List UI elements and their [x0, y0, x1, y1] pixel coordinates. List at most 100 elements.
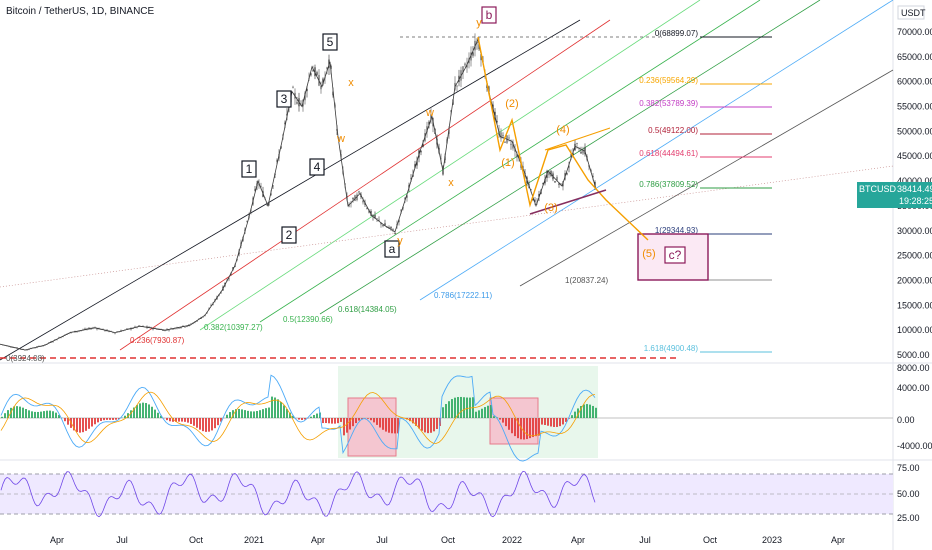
candle-body — [550, 170, 552, 176]
candle-body — [472, 52, 474, 56]
candle-body — [266, 204, 268, 206]
price-tick-label: 25000.00 — [897, 251, 932, 261]
wave-label: (2) — [505, 98, 518, 110]
macd-bar — [352, 418, 354, 427]
candle-body — [426, 126, 428, 133]
macd-bar — [145, 403, 147, 418]
macd-bar — [40, 411, 42, 418]
macd-bar — [436, 418, 438, 429]
candle-body — [118, 331, 120, 333]
candle-body — [210, 305, 212, 306]
macd-bar — [310, 416, 312, 418]
candle-body — [314, 67, 316, 77]
channel-0382 — [199, 0, 701, 331]
candle-body — [556, 176, 558, 181]
macd-bar — [181, 418, 183, 422]
macd-bar — [4, 413, 6, 418]
macd-bar — [460, 396, 462, 418]
macd-bar — [586, 404, 588, 418]
macd-tick-label: -4000.00 — [897, 441, 932, 451]
price-tick-label: 15000.00 — [897, 300, 932, 310]
fib-level-label: 0.5(49122.00) — [648, 126, 698, 135]
macd-bar — [253, 411, 255, 418]
wave-label-box — [664, 246, 686, 264]
candle-body — [352, 197, 354, 200]
time-axis[interactable]: Apr Jul Oct 2021 Apr Jul Oct 2022 Apr Jul Oct 2023 A… — [50, 535, 845, 545]
candle-body — [268, 203, 270, 205]
macd-bar — [115, 418, 117, 420]
macd-bar — [157, 412, 159, 418]
candle-body — [496, 121, 498, 123]
candle-body — [532, 199, 534, 201]
macd-bar — [397, 418, 399, 434]
currency-badge[interactable]: USDT — [897, 5, 926, 20]
candle-body — [538, 194, 540, 197]
candle-body — [416, 160, 418, 166]
macd-bar — [196, 418, 198, 428]
candle-body — [182, 325, 184, 327]
candle-body — [326, 67, 328, 69]
candle-body — [62, 336, 64, 337]
price-tick-label: 45000.00 — [897, 151, 932, 161]
candle-body — [544, 178, 546, 184]
macd-bar — [136, 405, 138, 418]
wave-label: (4) — [556, 124, 569, 136]
macd-bar — [262, 409, 264, 418]
macd-bar — [409, 418, 411, 422]
wave-label: 3 — [281, 92, 288, 106]
macd-bar — [547, 418, 549, 426]
macd-bar — [304, 418, 306, 420]
macd-bar — [370, 418, 372, 421]
macd-bar — [124, 415, 126, 418]
candle-body — [568, 166, 570, 168]
macd-bar — [211, 418, 213, 431]
candle-body — [134, 326, 136, 328]
candle-body — [28, 349, 30, 350]
candle-body — [196, 320, 198, 322]
wave-label: (5) — [642, 248, 655, 260]
candle-body — [440, 158, 442, 160]
candle-body — [504, 142, 506, 143]
macd-bar — [229, 412, 231, 418]
rsi-axis[interactable]: 75.00 50.00 25.00 — [897, 463, 920, 523]
macd-line — [0, 374, 596, 462]
macd-bar — [559, 418, 561, 427]
wave-label: y — [476, 17, 482, 29]
channel-level-label: 1(20837.24) — [565, 276, 608, 285]
macd-bar — [529, 418, 531, 439]
macd-bar — [451, 399, 453, 418]
macd-bar — [109, 418, 111, 420]
candle-body — [576, 142, 578, 144]
macd-bar — [64, 418, 66, 422]
fib-levels: 0(68899.07) 0.236(59564.29) 0.382(53789.39… — [639, 29, 772, 353]
candle-body — [138, 325, 140, 327]
channel-level-label: 0.5(12390.66) — [283, 315, 333, 324]
candle-body — [26, 349, 28, 351]
candle-body — [382, 225, 384, 226]
macd-bar — [166, 418, 168, 421]
macd-bar — [322, 418, 324, 424]
macd-bar — [298, 418, 300, 420]
candle-body — [566, 173, 568, 175]
wave-labels: 1 2 3 4 5 a b c? x w y w x y (1) (2) (3) (4) (5) — [241, 6, 686, 264]
candle-body — [284, 122, 286, 125]
time-tick-label: 2023 — [762, 535, 782, 545]
macd-bar — [112, 418, 114, 420]
wave-label: c? — [669, 248, 682, 262]
time-tick-label: Apr — [50, 535, 64, 545]
candle-body — [76, 331, 78, 333]
candle-body — [304, 92, 306, 101]
macd-bar — [268, 407, 270, 418]
candle-body — [570, 154, 572, 157]
macd-bar — [214, 418, 216, 429]
macd-axis[interactable]: 8000.00 4000.00 0.00 -4000.00 — [897, 363, 932, 451]
macd-bar — [391, 418, 393, 434]
macd-bar — [67, 418, 69, 425]
rsi-tick-label: 75.00 — [897, 463, 920, 473]
macd-bar — [52, 411, 54, 418]
macd-bar — [22, 407, 24, 418]
wave-label-box — [384, 240, 400, 258]
candle-body — [88, 327, 90, 329]
macd-bar — [544, 418, 546, 425]
